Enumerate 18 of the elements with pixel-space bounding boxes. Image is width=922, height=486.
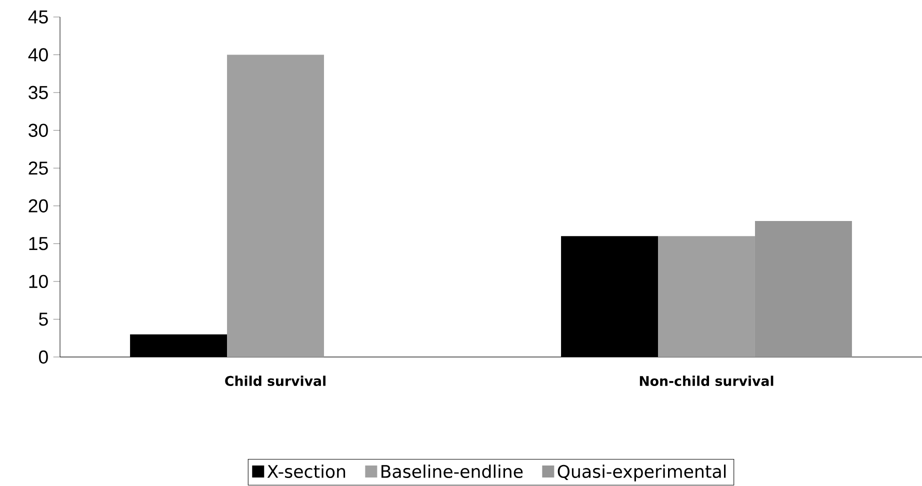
y-tick-label: 10 [29,274,48,288]
bar [130,334,228,357]
bar [227,54,324,357]
y-tick-label: 20 [28,199,48,212]
y-tick-label: 45 [28,10,48,24]
bar [561,236,658,357]
y-tick-label: 0 [38,350,48,364]
legend-label: Quasi-experimental [558,464,726,482]
x-tick-label: Non-child survival [640,376,774,386]
y-tick-label: 5 [39,312,48,326]
legend-label: Baseline-endline [382,464,523,478]
y-tick-label: 35 [28,86,48,100]
y-tick-label: 40 [28,48,48,62]
x-tick-label: Child survival [225,376,326,386]
y-tick-label: 25 [28,161,48,175]
y-tick-label: 15 [29,237,48,250]
y-tick-label: 30 [28,124,48,137]
legend-label: X-section [267,464,346,478]
